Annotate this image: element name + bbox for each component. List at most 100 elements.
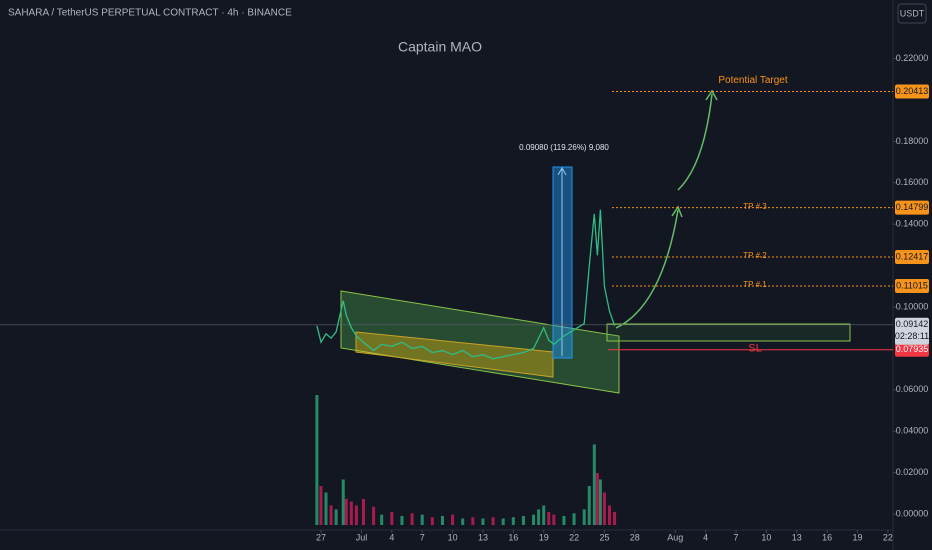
- volume-bar: [501, 518, 505, 525]
- volume-bar: [552, 514, 556, 525]
- x-tick-label: 19: [539, 532, 549, 542]
- level-label: TP # 3: [743, 202, 767, 211]
- volume-bar: [562, 515, 566, 525]
- volume-bar: [341, 479, 345, 525]
- x-tick-label: 4: [389, 532, 394, 542]
- y-tick-label: 0.18000: [896, 136, 929, 146]
- countdown: 02:28:11: [895, 331, 929, 341]
- volume-bar: [410, 513, 414, 525]
- volume-bar: [440, 515, 444, 525]
- volume-bar: [319, 486, 323, 525]
- volume-bar: [344, 499, 348, 525]
- volume-bar: [451, 514, 455, 525]
- y-tick-label: 0.22000: [896, 53, 929, 63]
- volume-bar: [592, 444, 596, 525]
- x-tick-label: 22: [569, 532, 579, 542]
- volume-bar: [613, 512, 617, 525]
- price-tag: [895, 342, 929, 357]
- price-tag: [895, 200, 929, 215]
- volume-bar: [602, 492, 606, 525]
- price-tag: [895, 279, 929, 294]
- x-tick-label: 7: [420, 532, 425, 542]
- last-price-tag: [895, 317, 929, 345]
- volume-bar: [400, 515, 404, 525]
- x-tick-label: 16: [822, 532, 832, 542]
- y-tick-label: 0.04000: [896, 426, 929, 436]
- price-line: [316, 209, 616, 360]
- x-tick-label: 13: [478, 532, 488, 542]
- last-price-label: 0.09142: [896, 319, 929, 329]
- volume-bar: [595, 473, 599, 525]
- y-tick-label: 0.16000: [896, 177, 929, 187]
- volume-bar: [329, 505, 333, 525]
- measure-label: 0.09080 (119.26%) 9,080: [519, 143, 609, 152]
- y-tick-label: 0.10000: [896, 301, 929, 311]
- measure-arrow-head: [557, 166, 567, 176]
- volume-bar: [491, 517, 495, 525]
- x-tick-label: 4: [703, 532, 708, 542]
- target-arrow: [677, 93, 713, 191]
- volume-bar: [521, 515, 525, 525]
- x-tick-label: 27: [316, 532, 326, 542]
- channel: [340, 290, 620, 394]
- level-label: TP # 1: [743, 280, 767, 289]
- level-label: TP # 2: [743, 251, 767, 260]
- volume-bar: [511, 517, 515, 525]
- y-tick-label: 0.02000: [896, 467, 929, 477]
- x-tick-label: 13: [792, 532, 802, 542]
- price-tag-label: 0.14799: [896, 202, 929, 212]
- support-box: [606, 323, 851, 342]
- volume-bar: [372, 506, 376, 525]
- y-tick-label: 0.06000: [896, 384, 929, 394]
- volume-bar: [532, 514, 536, 525]
- volume-bar: [598, 479, 602, 525]
- volume-bar: [582, 509, 586, 525]
- volume-bar: [430, 517, 434, 525]
- x-tick-label: Jul: [356, 532, 368, 542]
- chart-title: SAHARA / TetherUS PERPETUAL CONTRACT · 4…: [8, 8, 292, 19]
- volume-bar: [537, 509, 541, 525]
- x-tick-label: 22: [883, 532, 893, 542]
- x-tick-label: 19: [853, 532, 863, 542]
- y-tick-label: 0.14000: [896, 219, 929, 229]
- volume-bar: [608, 505, 612, 525]
- currency-box[interactable]: [897, 3, 927, 24]
- volume-bar: [349, 501, 353, 525]
- x-tick-label: 25: [599, 532, 609, 542]
- price-tag: [895, 249, 929, 264]
- price-tag-label: 0.20413: [896, 86, 929, 96]
- volume-bar: [354, 505, 358, 525]
- volume-bar: [481, 518, 485, 525]
- x-tick-label: 10: [761, 532, 771, 542]
- volume-bar: [461, 518, 465, 525]
- y-tick-label: 0.00000: [896, 508, 929, 518]
- volume-bar: [324, 492, 328, 525]
- x-tick-label: 10: [448, 532, 458, 542]
- price-tag: [895, 84, 929, 99]
- volume-bar: [380, 514, 384, 525]
- x-tick-label: 28: [630, 532, 640, 542]
- volume-bar: [542, 505, 546, 525]
- currency[interactable]: USDT: [900, 8, 925, 18]
- volume-bar: [390, 512, 394, 525]
- volume-bar: [587, 486, 591, 525]
- volume-bar: [315, 395, 319, 525]
- price-tag-label: 0.11015: [896, 280, 928, 290]
- volume-bar: [471, 517, 475, 525]
- volume-bar: [361, 499, 365, 525]
- volume-bar: [572, 513, 576, 525]
- volume-bar: [420, 514, 424, 525]
- x-tick-label: 7: [734, 532, 739, 542]
- target-arrow-head: [671, 205, 683, 218]
- target-arrow: [615, 209, 679, 329]
- price-tag-label: 0.12417: [896, 251, 929, 261]
- author-label: Captain MAO: [398, 39, 482, 55]
- level-label: Potential Target: [718, 75, 788, 86]
- x-tick-label: 16: [508, 532, 518, 542]
- price-tag-label: 0.07935: [896, 344, 929, 354]
- x-tick-label: Aug: [667, 532, 683, 542]
- volume-bar: [547, 512, 551, 525]
- volume-bar: [334, 509, 338, 525]
